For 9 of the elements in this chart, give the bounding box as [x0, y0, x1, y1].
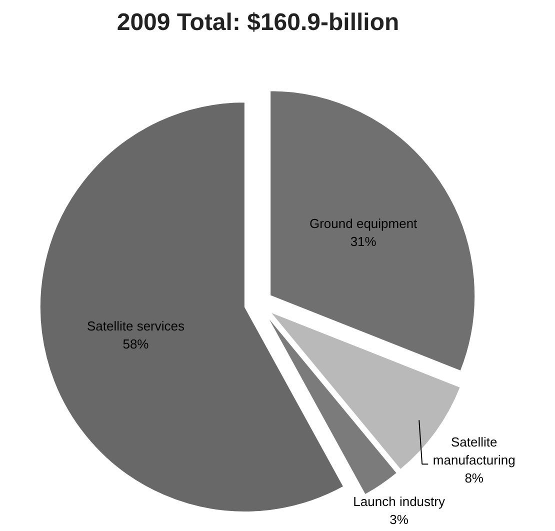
- slice-label: Satellite services: [86, 318, 185, 334]
- slice-label: Launch industry: [353, 494, 446, 509]
- slice-label: Ground equipment: [309, 216, 418, 231]
- data-label: 58%: [122, 336, 150, 352]
- data-label: 3%: [390, 512, 409, 527]
- data-label: 8%: [464, 470, 484, 486]
- chart-title: 2009 Total: $160.9-billion: [116, 9, 400, 36]
- data-label: 31%: [350, 234, 377, 249]
- slice-label: Satellite manufacturing: [432, 434, 516, 468]
